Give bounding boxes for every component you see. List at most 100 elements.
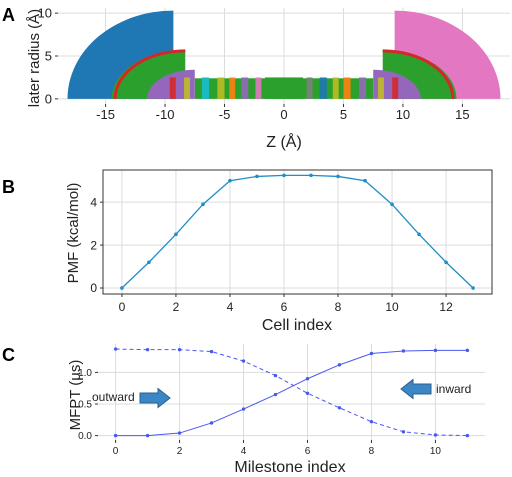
panel-c-series bbox=[113, 347, 470, 438]
mfpt-point bbox=[433, 348, 438, 353]
x-tick-label: -5 bbox=[219, 107, 231, 122]
outward-annotation: outward bbox=[92, 387, 171, 409]
mfpt-outward-line bbox=[115, 348, 468, 437]
x-tick-label: 6 bbox=[305, 446, 311, 457]
mfpt-point bbox=[305, 391, 310, 395]
pmf-point bbox=[255, 174, 259, 179]
density-stripe bbox=[392, 77, 399, 99]
density-stripe bbox=[201, 77, 210, 99]
pmf-line bbox=[121, 174, 474, 289]
inward-annotation: inward bbox=[400, 378, 471, 400]
panel-b-series bbox=[120, 173, 475, 290]
pmf-point bbox=[471, 286, 475, 290]
density-rim bbox=[113, 49, 186, 99]
panel-b-y-axis-label: PMF (kcal/mol) bbox=[65, 183, 82, 284]
x-tick-label: 2 bbox=[177, 446, 183, 457]
y-tick-label: 1.0 bbox=[78, 368, 92, 379]
density-stripe bbox=[358, 77, 367, 99]
pmf-point bbox=[363, 178, 367, 183]
x-tick-label: 2 bbox=[173, 300, 180, 314]
mfpt-point bbox=[241, 359, 246, 363]
x-tick-label: 4 bbox=[241, 446, 247, 457]
panel-a-chart: -15 -10 -5 0 5 10 15 0 5 10 Z (Å) later radius (Å… bbox=[26, 6, 510, 151]
mfpt-point bbox=[177, 431, 182, 435]
y-tick-label: 5 bbox=[45, 49, 52, 64]
density-stripe bbox=[184, 77, 191, 99]
y-tick-label: 2 bbox=[90, 238, 97, 252]
pmf-point bbox=[336, 174, 340, 179]
pmf-point bbox=[390, 202, 394, 207]
x-tick-label: 10 bbox=[430, 446, 442, 457]
mfpt-point bbox=[241, 407, 246, 411]
panel-c-letter: C bbox=[2, 345, 15, 365]
mfpt-point bbox=[273, 392, 278, 397]
x-tick-label: 8 bbox=[335, 300, 342, 314]
mfpt-point bbox=[305, 377, 310, 381]
panel-b-x-axis-label: Cell index bbox=[262, 317, 332, 334]
x-tick-label: 4 bbox=[227, 300, 234, 314]
panel-c-chart: 0 2 4 6 8 10 0.0 0.5 1.0 outward inward Mileston… bbox=[67, 344, 485, 476]
density-stripe bbox=[241, 77, 249, 99]
density-stripe bbox=[332, 77, 339, 99]
density-stripe bbox=[306, 77, 313, 99]
x-tick-label: 10 bbox=[396, 107, 410, 122]
pmf-point bbox=[282, 173, 286, 178]
x-tick-label: 0 bbox=[280, 107, 287, 122]
x-tick-label: 10 bbox=[385, 300, 399, 314]
pmf-point bbox=[174, 232, 178, 237]
outward-label: outward bbox=[92, 390, 135, 404]
x-tick-label: 0 bbox=[119, 300, 126, 314]
mfpt-point bbox=[369, 351, 374, 356]
panel-b-grid bbox=[103, 170, 492, 294]
panel-b-frame bbox=[102, 169, 493, 295]
density-stripe bbox=[229, 77, 236, 99]
mfpt-point bbox=[209, 349, 214, 354]
panel-c-y-axis-label: MFPT (µs) bbox=[67, 360, 84, 431]
mfpt-point bbox=[273, 373, 278, 378]
mfpt-point bbox=[145, 347, 150, 352]
x-tick-label: 6 bbox=[281, 300, 288, 314]
density-stripe bbox=[319, 77, 327, 99]
panel-b-chart: 0 2 4 6 8 10 12 0 2 4 Cell index PMF (kcal/mol) bbox=[65, 169, 493, 334]
mfpt-point bbox=[145, 433, 150, 438]
density-stripe bbox=[169, 77, 176, 99]
y-tick-label: 0.5 bbox=[78, 400, 92, 411]
pmf-point bbox=[417, 232, 421, 237]
y-tick-label: 0 bbox=[90, 281, 97, 295]
panel-c-ticks: 0 2 4 6 8 10 0.0 0.5 1.0 bbox=[78, 368, 441, 457]
y-tick-label: 4 bbox=[90, 195, 97, 209]
panel-a-x-axis-label: Z (Å) bbox=[266, 132, 302, 151]
y-tick-label: 0 bbox=[45, 91, 52, 106]
density-stripe bbox=[343, 77, 351, 99]
panel-c-x-axis-label: Milestone index bbox=[234, 459, 345, 476]
panel-b-letter: B bbox=[2, 177, 15, 197]
density-stripe bbox=[264, 77, 304, 99]
pmf-point bbox=[228, 178, 232, 183]
mfpt-point bbox=[465, 348, 470, 353]
inward-label: inward bbox=[436, 382, 471, 396]
pmf-point bbox=[147, 260, 151, 265]
mfpt-point bbox=[337, 363, 342, 367]
x-tick-label: 0 bbox=[113, 446, 119, 457]
pmf-point bbox=[120, 286, 124, 290]
density-stripe bbox=[217, 77, 225, 99]
mfpt-point bbox=[113, 433, 118, 438]
density-stripe bbox=[377, 77, 384, 99]
mfpt-point bbox=[177, 347, 182, 352]
y-tick-label: 10 bbox=[38, 6, 52, 21]
pmf-point bbox=[201, 202, 205, 207]
density-rim bbox=[382, 49, 455, 99]
panel-a-density-regions bbox=[67, 10, 501, 99]
x-tick-label: 15 bbox=[455, 107, 469, 122]
x-tick-label: -15 bbox=[96, 107, 115, 122]
mfpt-point bbox=[337, 406, 342, 410]
x-tick-label: 8 bbox=[369, 446, 375, 457]
inward-arrow-icon bbox=[400, 378, 432, 400]
pmf-point bbox=[444, 260, 448, 265]
density-stripe bbox=[255, 77, 262, 99]
mfpt-point bbox=[433, 433, 438, 437]
panel-a-letter: A bbox=[2, 5, 15, 25]
mfpt-point bbox=[401, 430, 406, 434]
panel-a-ticks: -15 -10 -5 0 5 10 15 0 5 10 bbox=[38, 6, 470, 122]
